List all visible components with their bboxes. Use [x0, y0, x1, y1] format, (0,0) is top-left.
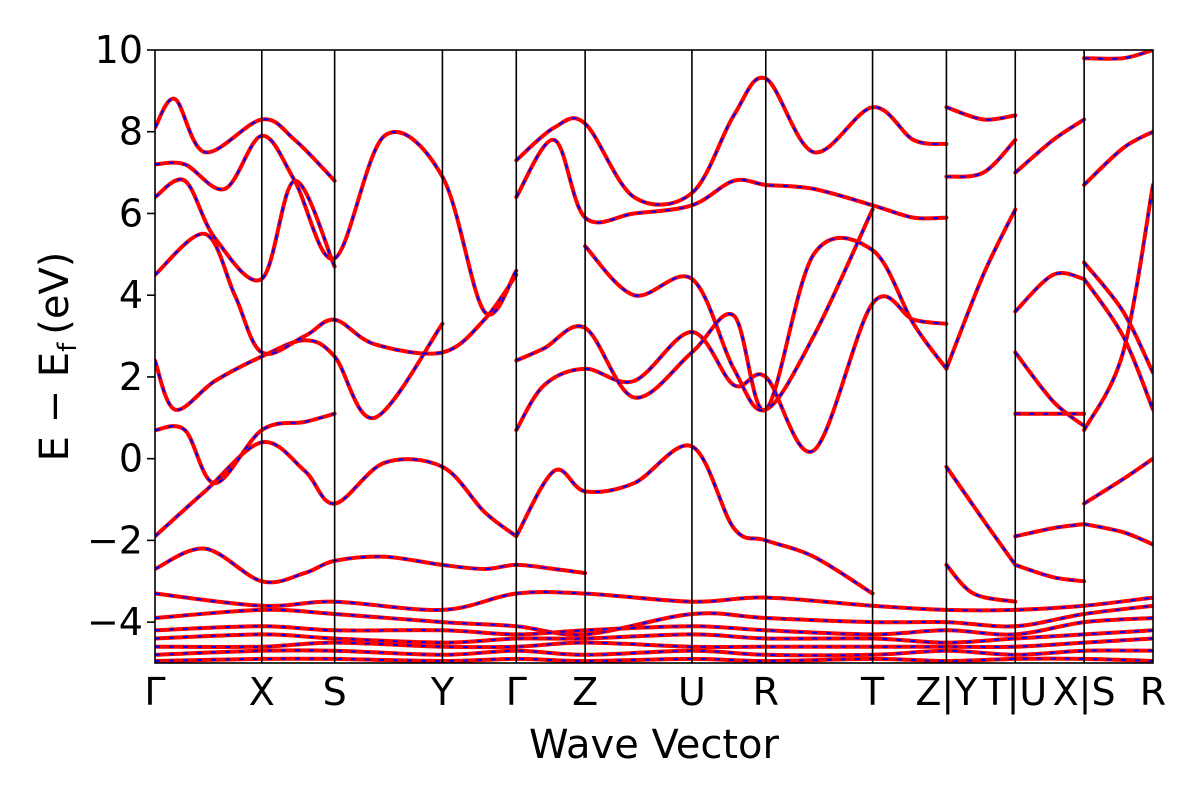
- band-line-red-16: [944, 207, 1018, 371]
- band-line-red-17: [944, 137, 1018, 179]
- band-line-red-6: [155, 130, 519, 317]
- band-line-red-25: [1082, 456, 1153, 506]
- y-tick-label-4: 4: [119, 273, 143, 317]
- band-line-red-7: [155, 96, 337, 183]
- band-line-red-9: [514, 294, 949, 454]
- y-axis-title-unit: (eV): [32, 252, 78, 335]
- band-line-blue-0: [155, 547, 586, 584]
- band-line-blue-29: [1083, 261, 1153, 374]
- band-line-red-26: [1082, 522, 1153, 547]
- y-tick-label-6: 8: [119, 110, 143, 154]
- band-line-blue-5: [155, 178, 336, 282]
- band-line-red-37: [155, 648, 1153, 658]
- band-line-blue-16: [945, 208, 1017, 370]
- y-axis-title: E − Ef (eV): [32, 252, 83, 462]
- band-line-red-31: [1082, 50, 1153, 61]
- band-line-red-4: [155, 231, 519, 356]
- band-line-red-28: [1082, 276, 1153, 412]
- band-line-red-1: [155, 440, 519, 539]
- band-line-red-13: [583, 207, 875, 413]
- x-tick-label-5: Z: [572, 670, 598, 714]
- band-line-blue-11: [515, 138, 947, 224]
- band-line-red-18: [944, 105, 1018, 122]
- band-line-red-5: [155, 177, 337, 283]
- x-axis-title: Wave Vector: [529, 722, 780, 768]
- band-line-red-24: [1013, 117, 1087, 175]
- band-line-blue-8: [515, 444, 874, 595]
- x-tick-label-8: T: [860, 670, 885, 714]
- high-symmetry-lines: [260, 50, 1085, 663]
- band-line-red-38: [155, 656, 1153, 663]
- y-axis-title-subscript: f: [53, 342, 83, 352]
- band-line-blue-12: [515, 76, 947, 206]
- band-line-blue-37: [155, 649, 1153, 657]
- band-line-blue-21: [1014, 351, 1085, 427]
- band-line-blue-3: [155, 323, 444, 419]
- band-line-blue-28: [1083, 278, 1153, 410]
- band-line-blue-34: [155, 617, 1153, 636]
- band-line-blue-10: [515, 236, 948, 412]
- y-tick-label-2: 0: [119, 437, 143, 481]
- x-tick-label-12: R: [1140, 670, 1166, 714]
- x-tick-label-1: X: [249, 670, 275, 714]
- y-axis-title-main: E − E: [32, 352, 78, 462]
- band-line-blue-2: [155, 412, 335, 485]
- band-line-blue-14: [945, 564, 1016, 603]
- y-tick-label-0: −4: [87, 600, 143, 644]
- band-line-blue-38: [155, 657, 1153, 663]
- band-line-red-19: [1013, 562, 1087, 584]
- plot-frame: [154, 49, 1154, 664]
- band-line-blue-17: [946, 139, 1017, 178]
- band-line-red-20: [1013, 522, 1087, 539]
- y-axis-ticks: −4 −2 0 2 4 6 8 10: [87, 28, 155, 644]
- band-line-red-30: [1082, 129, 1153, 187]
- x-tick-label-0: Γ: [144, 670, 165, 714]
- x-tick-label-4: Γ: [506, 670, 527, 714]
- x-tick-label-10: T|U: [982, 670, 1047, 715]
- band-line-blue-4: [155, 232, 518, 355]
- x-tick-label-2: S: [323, 670, 347, 714]
- x-tick-label-9: Z|Y: [915, 670, 978, 715]
- band-line-blue-6: [155, 131, 518, 316]
- y-tick-label-7: 10: [95, 28, 143, 72]
- band-line-red-14: [944, 562, 1018, 604]
- y-tick-label-3: 2: [119, 355, 143, 399]
- x-axis-ticks: Γ X S Y Γ Z U R T Z|Y T|U X|S R: [144, 670, 1166, 715]
- band-line-red-12: [514, 75, 949, 207]
- band-line-red-29: [1082, 260, 1153, 375]
- y-tick-label-1: −2: [87, 518, 143, 562]
- band-line-red-23: [1013, 271, 1087, 314]
- band-line-blue-15: [945, 466, 1017, 566]
- x-tick-label-3: Y: [430, 670, 455, 714]
- bands-layer: [155, 50, 1153, 663]
- x-tick-label-7: R: [753, 670, 779, 714]
- x-tick-label-6: U: [678, 670, 706, 714]
- x-tick-label-11: X|S: [1053, 670, 1116, 715]
- band-line-blue-25: [1083, 457, 1153, 505]
- band-line-blue-9: [515, 295, 947, 453]
- y-tick-label-5: 6: [119, 191, 143, 235]
- band-line-blue-7: [155, 97, 336, 182]
- band-line-blue-35: [155, 629, 1153, 644]
- band-line-red-15: [944, 464, 1018, 567]
- band-line-blue-36: [155, 637, 1153, 649]
